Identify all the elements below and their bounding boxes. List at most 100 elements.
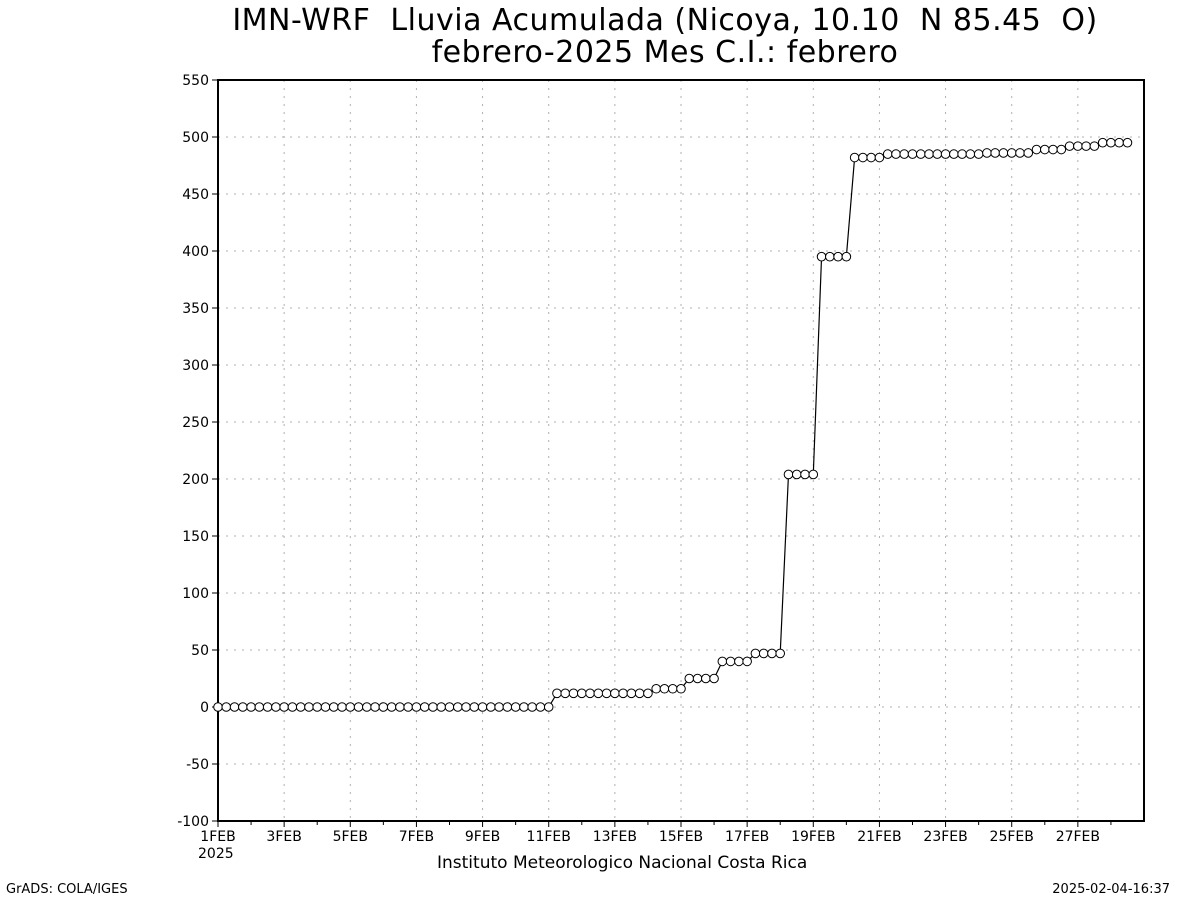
y-tick-label: 550 xyxy=(182,73,209,89)
data-point xyxy=(552,688,562,699)
x-tick-label: 11FEB xyxy=(527,829,571,845)
data-point xyxy=(353,702,364,712)
data-point xyxy=(791,469,802,480)
data-point xyxy=(519,702,529,712)
data-point xyxy=(1006,148,1017,158)
data-point xyxy=(808,469,819,480)
x-tick-label: 27FEB xyxy=(1056,829,1100,845)
footer-software: GrADS: COLA/IGES xyxy=(6,882,128,897)
data-point xyxy=(965,149,976,159)
x-tick-label: 17FEB xyxy=(725,829,769,845)
data-point xyxy=(452,702,463,712)
data-point xyxy=(659,683,670,694)
data-point xyxy=(866,152,876,163)
data-point xyxy=(254,702,265,712)
data-point xyxy=(312,702,323,712)
data-point xyxy=(535,702,546,712)
data-point xyxy=(486,702,496,712)
data-point xyxy=(833,251,843,262)
data-point xyxy=(676,683,686,694)
data-point xyxy=(1039,144,1050,155)
data-point xyxy=(320,702,331,712)
y-tick-label: 0 xyxy=(200,700,209,716)
data-point xyxy=(279,702,289,712)
series-accumulated-rain xyxy=(213,137,1133,712)
data-point xyxy=(502,702,513,712)
data-point xyxy=(610,688,620,699)
data-point xyxy=(461,702,471,712)
data-point xyxy=(1097,137,1108,148)
x-tick-label: 3FEB xyxy=(266,829,301,845)
data-point xyxy=(1015,148,1025,158)
data-point xyxy=(362,702,372,712)
data-point xyxy=(229,702,240,712)
data-point xyxy=(304,702,314,712)
data-point xyxy=(287,702,298,712)
data-point xyxy=(411,702,422,712)
data-point xyxy=(982,148,992,158)
data-point xyxy=(907,149,918,159)
data-point xyxy=(386,702,397,712)
x-axis-label: Instituto Meteorologico Nacional Costa R… xyxy=(437,853,808,873)
data-point xyxy=(742,656,752,667)
data-point xyxy=(1081,141,1091,151)
data-point xyxy=(750,648,761,659)
data-point xyxy=(990,148,1000,158)
data-point xyxy=(576,688,587,699)
y-tick-label: -50 xyxy=(186,757,209,773)
x-tick-label: 7FEB xyxy=(399,829,434,845)
y-tick-label: 300 xyxy=(182,358,209,374)
data-point xyxy=(246,702,256,712)
data-point xyxy=(973,149,984,159)
data-point xyxy=(882,149,893,159)
y-tick-label: 100 xyxy=(182,586,209,602)
data-point xyxy=(477,702,488,712)
x-tick-label: 5FEB xyxy=(333,829,368,845)
data-point xyxy=(618,688,628,699)
data-point xyxy=(238,702,248,712)
data-point xyxy=(1073,141,1083,151)
data-point xyxy=(262,702,273,712)
data-point xyxy=(428,702,438,712)
data-point xyxy=(957,149,967,159)
data-point xyxy=(734,656,744,667)
data-point xyxy=(701,673,711,684)
plot-frame xyxy=(217,79,1145,822)
data-point xyxy=(849,152,860,163)
x-tick-year: 2025 xyxy=(198,846,234,862)
data-point xyxy=(709,673,719,684)
data-point xyxy=(543,702,554,712)
data-point xyxy=(643,688,653,699)
data-point xyxy=(436,702,447,712)
x-tick-label: 19FEB xyxy=(791,829,835,845)
data-point xyxy=(1056,144,1067,155)
x-tick-label: 15FEB xyxy=(659,829,703,845)
y-tick-label: 250 xyxy=(182,415,209,431)
data-point xyxy=(527,702,537,712)
data-point xyxy=(915,149,926,159)
data-point xyxy=(899,149,910,159)
data-point xyxy=(1023,148,1034,158)
data-point xyxy=(469,702,480,712)
x-axis: 1FEB 3FEB 5FEB 7FEB 9FEB 11FEB 13FEB 15FEB 17FEB… xyxy=(198,821,1112,862)
data-point xyxy=(800,469,810,480)
data-point xyxy=(1114,137,1124,148)
data-point xyxy=(593,688,604,699)
data-point xyxy=(874,152,885,163)
data-point xyxy=(419,702,430,712)
data-point xyxy=(1106,137,1116,148)
data-point xyxy=(403,702,413,712)
data-point xyxy=(510,702,521,712)
y-tick-label: 400 xyxy=(182,244,209,260)
data-point xyxy=(1122,137,1133,148)
data-point xyxy=(337,702,347,712)
y-axis: -100 -50 0 50 100 150 200 250 300 350 400 450 500 550 xyxy=(177,73,218,830)
data-point xyxy=(940,149,951,159)
data-point xyxy=(601,688,612,699)
data-point xyxy=(717,656,728,667)
data-point xyxy=(494,702,504,712)
x-tick-label: 23FEB xyxy=(923,829,967,845)
data-point xyxy=(1031,144,1042,155)
y-tick-label: 200 xyxy=(182,472,209,488)
